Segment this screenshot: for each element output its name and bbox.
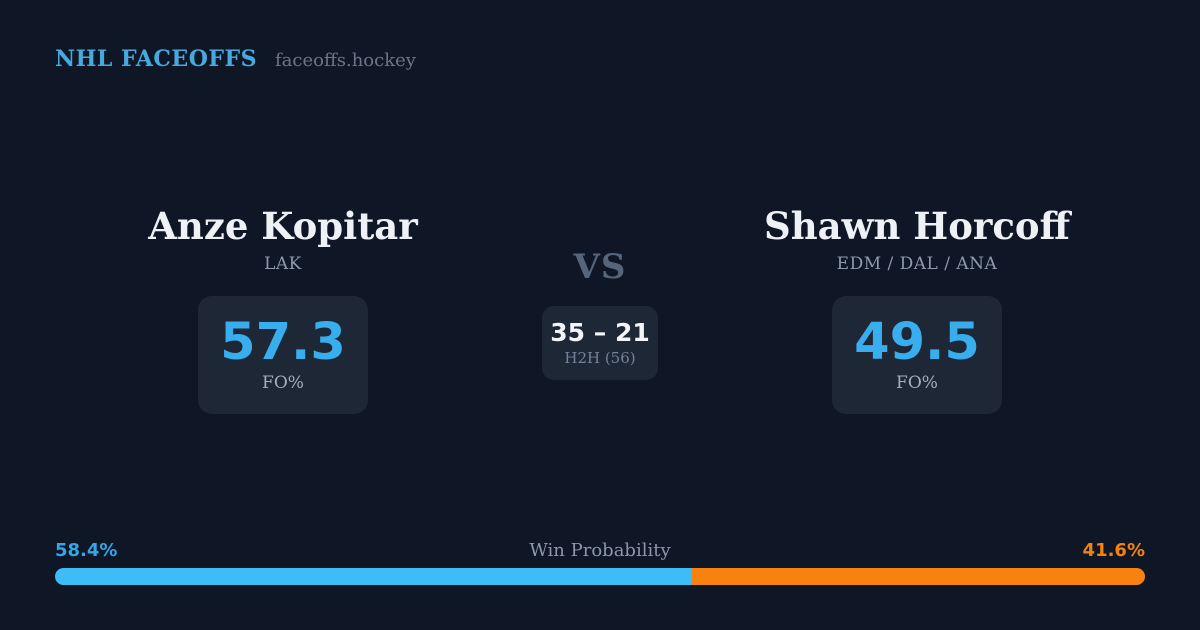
player-left-name: Anze Kopitar <box>148 204 418 248</box>
player-right-teams: EDM / DAL / ANA <box>836 253 998 274</box>
brand-logo-text: NHL FACEOFFS <box>55 46 257 72</box>
h2h-card: 35 – 21 H2H (56) <box>542 306 658 380</box>
player-left-column: Anze Kopitar LAK 57.3 FO% <box>103 205 463 414</box>
h2h-label: H2H (56) <box>564 348 636 367</box>
header: NHL FACEOFFS faceoffs.hockey <box>55 46 416 72</box>
vs-label: VS <box>573 247 627 287</box>
player-left-fo-label: FO% <box>262 372 304 393</box>
win-prob-right-pct: 41.6% <box>1082 540 1145 561</box>
site-url: faceoffs.hockey <box>275 50 416 71</box>
win-prob-title: Win Probability <box>529 540 671 561</box>
player-right-fo-label: FO% <box>896 372 938 393</box>
win-prob-left-pct: 58.4% <box>55 540 118 561</box>
player-right-fo-value: 49.5 <box>854 312 980 372</box>
win-prob-bar-left <box>55 568 692 585</box>
player-left-fo-value: 57.3 <box>220 312 346 372</box>
win-probability-labels: 58.4% Win Probability 41.6% <box>55 540 1145 563</box>
win-prob-bar-right <box>691 568 1145 585</box>
win-prob-bar <box>55 568 1145 585</box>
player-right-column: Shawn Horcoff EDM / DAL / ANA 49.5 FO% <box>737 205 1097 414</box>
player-left-teams: LAK <box>264 253 302 274</box>
player-right-name: Shawn Horcoff <box>764 204 1070 248</box>
h2h-score: 35 – 21 <box>550 318 650 348</box>
player-right-stat-card: 49.5 FO% <box>832 295 1002 414</box>
center-column: VS 35 – 21 H2H (56) <box>520 250 680 380</box>
win-probability-section: 58.4% Win Probability 41.6% <box>55 540 1145 585</box>
player-left-stat-card: 57.3 FO% <box>198 295 368 414</box>
